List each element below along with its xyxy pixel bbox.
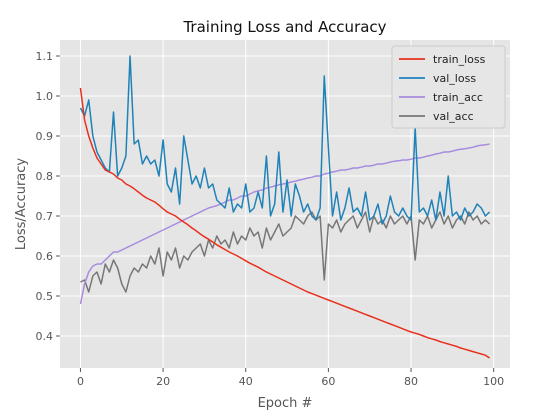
series-line-train-acc [79,143,490,305]
legend-label-train-acc: train_acc [433,91,483,104]
x-axis-label: Epoch # [258,396,313,411]
y-tick-label: 0.6 [36,250,54,263]
series-line-val-acc [80,211,491,293]
series-line-val-loss [79,55,491,225]
x-tick-label: 80 [404,375,418,388]
y-tick-label: 0.7 [36,210,54,223]
y-tick-label: 0.5 [36,290,54,303]
legend-label-train-loss: train_loss [433,53,486,66]
series-layer [79,55,491,359]
y-axis-ticks: 0.4 0.5 0.6 0.7 0.8 0.9 1.0 1.1 [36,50,60,343]
chart-title: Training Loss and Accuracy [182,18,386,36]
x-tick-label: 20 [156,375,170,388]
x-tick-label: 0 [77,375,84,388]
y-tick-label: 0.4 [36,330,54,343]
y-tick-label: 1.1 [36,50,54,63]
legend-label-val-acc: val_acc [433,110,474,123]
x-tick-label: 100 [483,375,504,388]
x-tick-label: 40 [239,375,253,388]
x-tick-label: 60 [321,375,335,388]
x-axis-ticks: 0 20 40 60 80 100 [77,368,504,388]
y-tick-label: 0.8 [36,170,54,183]
legend: train_loss val_loss train_acc val_acc [391,45,506,129]
y-axis-label: Loss/Accuracy [14,158,29,251]
y-tick-label: 1.0 [36,90,54,103]
grid-lines [60,40,510,368]
series-line-train-loss [79,87,490,359]
legend-box [391,45,506,129]
legend-label-val-loss: val_loss [433,72,476,85]
y-tick-label: 0.9 [36,130,54,143]
